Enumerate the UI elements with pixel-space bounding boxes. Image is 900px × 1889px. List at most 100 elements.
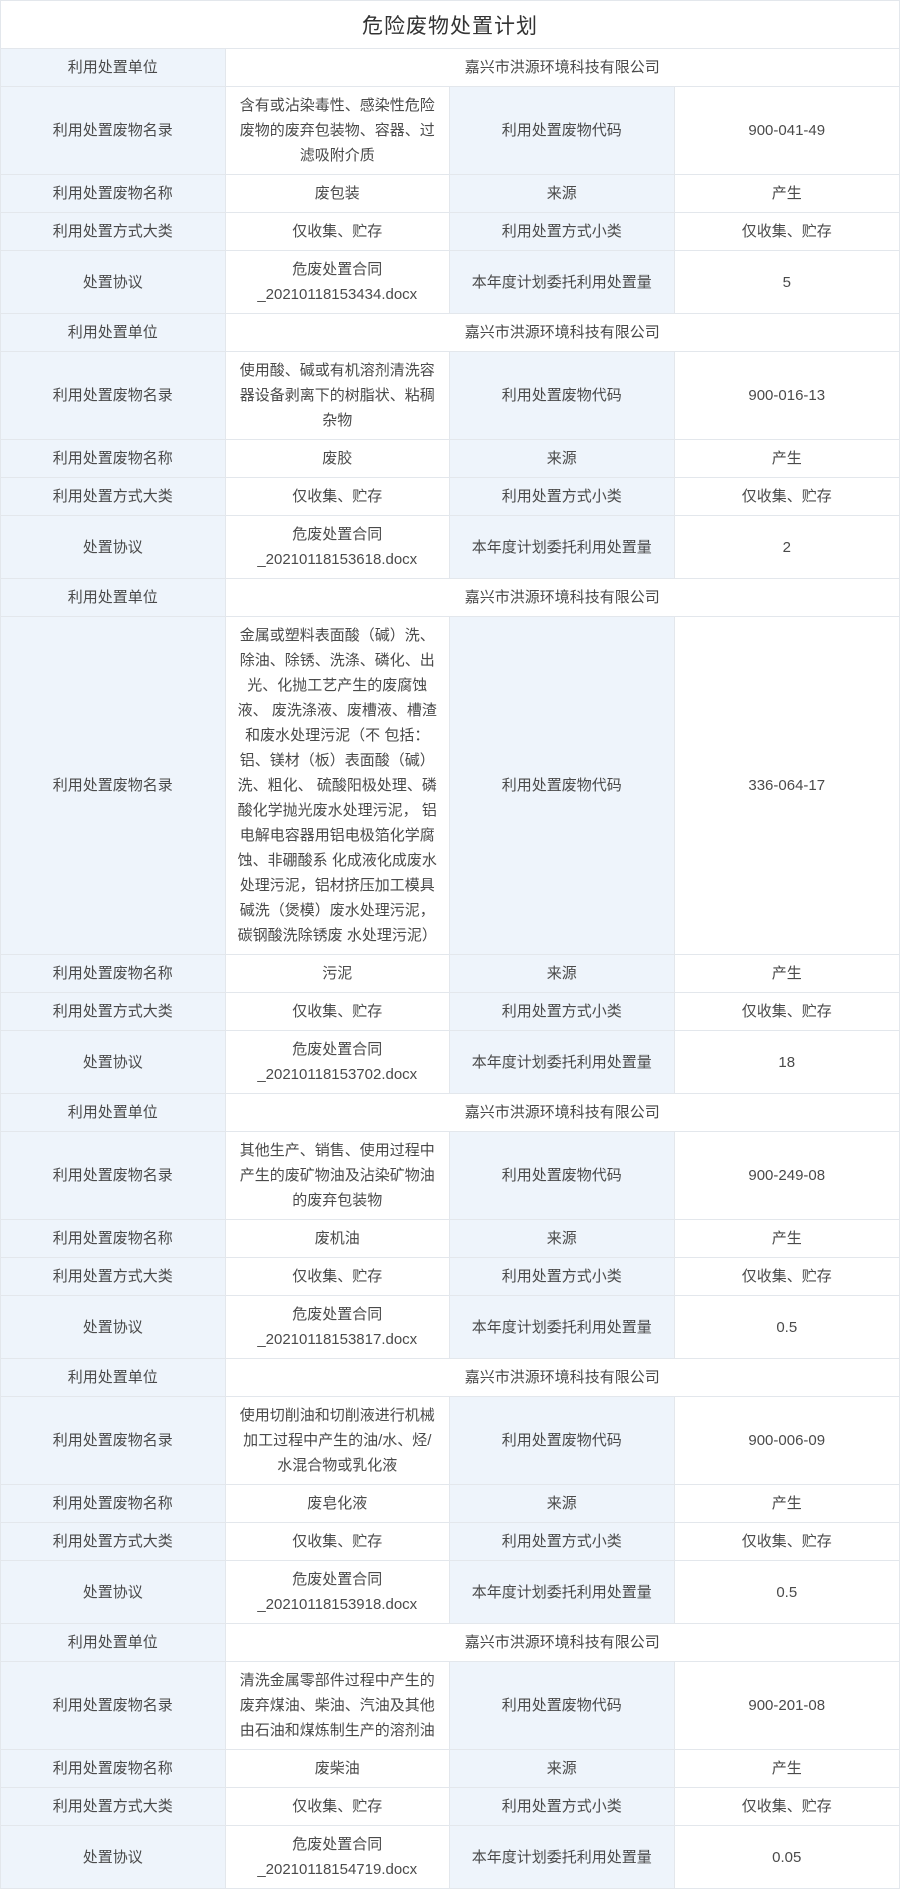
method-major-label: 利用处置方式大类: [1, 1523, 226, 1560]
catalog-row: 利用处置废物名录 其他生产、销售、使用过程中产生的废矿物油及沾染矿物油的废弃包装…: [1, 1132, 899, 1220]
catalog-label: 利用处置废物名录: [1, 352, 226, 439]
agreement-file-cell: 危废处置合同_20210118153918.docx: [225, 1561, 450, 1623]
catalog-value: 使用切削油和切削液进行机械加工过程中产生的油/水、烃/水混合物或乳化液: [225, 1397, 450, 1484]
record-block: 利用处置单位 嘉兴市洪源环境科技有限公司 利用处置废物名录 使用酸、碱或有机溶剂…: [1, 314, 899, 579]
source-value: 产生: [674, 1485, 899, 1522]
source-label: 来源: [450, 440, 675, 477]
method-row: 利用处置方式大类 仅收集、贮存 利用处置方式小类 仅收集、贮存: [1, 1788, 899, 1826]
method-minor-value: 仅收集、贮存: [674, 993, 899, 1030]
planned-amount-label: 本年度计划委托利用处置量: [450, 1296, 675, 1358]
agreement-file-link[interactable]: 危废处置合同_20210118153434.docx: [257, 261, 418, 303]
source-label: 来源: [450, 955, 675, 992]
unit-label: 利用处置单位: [1, 579, 226, 616]
method-minor-value: 仅收集、贮存: [674, 1523, 899, 1560]
planned-amount-value: 18: [674, 1031, 899, 1093]
agreement-file-link[interactable]: 危废处置合同_20210118153817.docx: [257, 1306, 418, 1348]
method-row: 利用处置方式大类 仅收集、贮存 利用处置方式小类 仅收集、贮存: [1, 213, 899, 251]
waste-name-label: 利用处置废物名称: [1, 175, 226, 212]
planned-amount-value: 0.5: [674, 1561, 899, 1623]
planned-amount-value: 2: [674, 516, 899, 578]
method-minor-label: 利用处置方式小类: [450, 993, 675, 1030]
planned-amount-label: 本年度计划委托利用处置量: [450, 1561, 675, 1623]
method-row: 利用处置方式大类 仅收集、贮存 利用处置方式小类 仅收集、贮存: [1, 478, 899, 516]
catalog-label: 利用处置废物名录: [1, 1397, 226, 1484]
source-value: 产生: [674, 955, 899, 992]
agreement-file-link[interactable]: 危废处置合同_20210118153918.docx: [257, 1571, 418, 1613]
method-major-label: 利用处置方式大类: [1, 1788, 226, 1825]
agreement-label: 处置协议: [1, 251, 226, 313]
method-minor-value: 仅收集、贮存: [674, 213, 899, 250]
name-row: 利用处置废物名称 污泥 来源 产生: [1, 955, 899, 993]
method-minor-label: 利用处置方式小类: [450, 1788, 675, 1825]
agreement-row: 处置协议 危废处置合同_20210118153434.docx 本年度计划委托利…: [1, 251, 899, 314]
name-row: 利用处置废物名称 废机油 来源 产生: [1, 1220, 899, 1258]
record-blocks-container: 利用处置单位 嘉兴市洪源环境科技有限公司 利用处置废物名录 含有或沾染毒性、感染…: [1, 49, 899, 1888]
method-major-value: 仅收集、贮存: [225, 1523, 450, 1560]
page-title: 危险废物处置计划: [362, 13, 538, 38]
waste-name-value: 废柴油: [225, 1750, 450, 1787]
waste-code-label: 利用处置废物代码: [450, 1662, 675, 1749]
agreement-label: 处置协议: [1, 1561, 226, 1623]
agreement-row: 处置协议 危废处置合同_20210118153702.docx 本年度计划委托利…: [1, 1031, 899, 1094]
catalog-value: 金属或塑料表面酸（碱）洗、除油、除锈、洗涤、磷化、出光、化抛工艺产生的废腐蚀液、…: [225, 617, 450, 954]
method-major-value: 仅收集、贮存: [225, 1788, 450, 1825]
unit-value: 嘉兴市洪源环境科技有限公司: [225, 1624, 899, 1661]
record-block: 利用处置单位 嘉兴市洪源环境科技有限公司 利用处置废物名录 含有或沾染毒性、感染…: [1, 49, 899, 314]
agreement-label: 处置协议: [1, 1296, 226, 1358]
waste-name-value: 废机油: [225, 1220, 450, 1257]
agreement-file-link[interactable]: 危废处置合同_20210118153702.docx: [257, 1041, 418, 1083]
agreement-file-cell: 危废处置合同_20210118153702.docx: [225, 1031, 450, 1093]
waste-code-value: 900-016-13: [674, 352, 899, 439]
source-value: 产生: [674, 1750, 899, 1787]
method-row: 利用处置方式大类 仅收集、贮存 利用处置方式小类 仅收集、贮存: [1, 1523, 899, 1561]
method-minor-label: 利用处置方式小类: [450, 1258, 675, 1295]
title-row: 危险废物处置计划: [1, 1, 899, 49]
name-row: 利用处置废物名称 废皂化液 来源 产生: [1, 1485, 899, 1523]
catalog-row: 利用处置废物名录 使用切削油和切削液进行机械加工过程中产生的油/水、烃/水混合物…: [1, 1397, 899, 1485]
agreement-label: 处置协议: [1, 1826, 226, 1888]
method-major-value: 仅收集、贮存: [225, 213, 450, 250]
planned-amount-label: 本年度计划委托利用处置量: [450, 1826, 675, 1888]
catalog-label: 利用处置废物名录: [1, 1132, 226, 1219]
agreement-file-link[interactable]: 危废处置合同_20210118154719.docx: [257, 1836, 418, 1878]
unit-row: 利用处置单位 嘉兴市洪源环境科技有限公司: [1, 1624, 899, 1662]
waste-name-label: 利用处置废物名称: [1, 440, 226, 477]
unit-value: 嘉兴市洪源环境科技有限公司: [225, 1094, 899, 1131]
name-row: 利用处置废物名称 废胶 来源 产生: [1, 440, 899, 478]
agreement-row: 处置协议 危废处置合同_20210118153618.docx 本年度计划委托利…: [1, 516, 899, 579]
source-value: 产生: [674, 440, 899, 477]
catalog-value: 其他生产、销售、使用过程中产生的废矿物油及沾染矿物油的废弃包装物: [225, 1132, 450, 1219]
waste-code-value: 900-006-09: [674, 1397, 899, 1484]
waste-name-label: 利用处置废物名称: [1, 1750, 226, 1787]
planned-amount-value: 0.05: [674, 1826, 899, 1888]
unit-value: 嘉兴市洪源环境科技有限公司: [225, 314, 899, 351]
unit-row: 利用处置单位 嘉兴市洪源环境科技有限公司: [1, 1094, 899, 1132]
waste-name-label: 利用处置废物名称: [1, 1220, 226, 1257]
unit-label: 利用处置单位: [1, 49, 226, 86]
catalog-label: 利用处置废物名录: [1, 1662, 226, 1749]
method-minor-label: 利用处置方式小类: [450, 213, 675, 250]
waste-name-value: 废包装: [225, 175, 450, 212]
agreement-file-link[interactable]: 危废处置合同_20210118153618.docx: [257, 526, 418, 568]
method-major-label: 利用处置方式大类: [1, 1258, 226, 1295]
method-minor-value: 仅收集、贮存: [674, 1258, 899, 1295]
unit-label: 利用处置单位: [1, 1359, 226, 1396]
waste-code-value: 336-064-17: [674, 617, 899, 954]
planned-amount-label: 本年度计划委托利用处置量: [450, 516, 675, 578]
catalog-label: 利用处置废物名录: [1, 87, 226, 174]
agreement-label: 处置协议: [1, 516, 226, 578]
unit-label: 利用处置单位: [1, 314, 226, 351]
method-minor-value: 仅收集、贮存: [674, 478, 899, 515]
method-row: 利用处置方式大类 仅收集、贮存 利用处置方式小类 仅收集、贮存: [1, 1258, 899, 1296]
catalog-value: 使用酸、碱或有机溶剂清洗容器设备剥离下的树脂状、粘稠杂物: [225, 352, 450, 439]
waste-name-label: 利用处置废物名称: [1, 1485, 226, 1522]
catalog-value: 含有或沾染毒性、感染性危险废物的废弃包装物、容器、过滤吸附介质: [225, 87, 450, 174]
unit-row: 利用处置单位 嘉兴市洪源环境科技有限公司: [1, 579, 899, 617]
method-major-value: 仅收集、贮存: [225, 1258, 450, 1295]
catalog-label: 利用处置废物名录: [1, 617, 226, 954]
method-row: 利用处置方式大类 仅收集、贮存 利用处置方式小类 仅收集、贮存: [1, 993, 899, 1031]
source-label: 来源: [450, 1220, 675, 1257]
source-value: 产生: [674, 1220, 899, 1257]
name-row: 利用处置废物名称 废包装 来源 产生: [1, 175, 899, 213]
unit-value: 嘉兴市洪源环境科技有限公司: [225, 579, 899, 616]
